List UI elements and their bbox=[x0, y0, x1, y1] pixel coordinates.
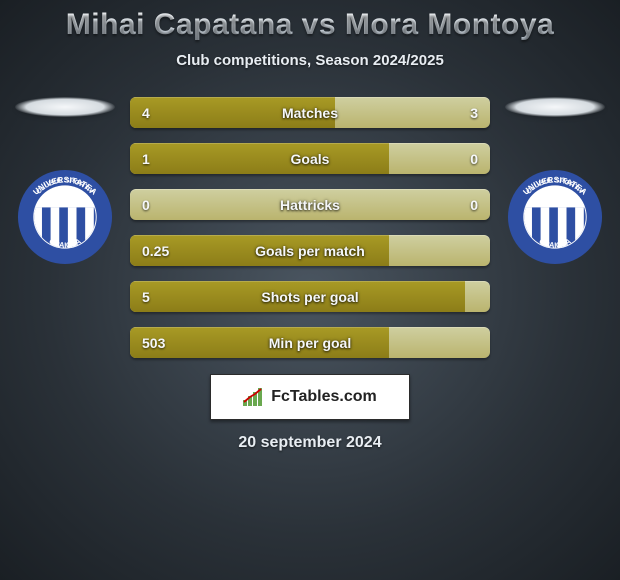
stat-value-right: 0 bbox=[470, 197, 478, 213]
right-player-column: CLUBUL SPORTIV UNIVERSITATEA CRAIOVA bbox=[500, 97, 610, 265]
stat-label: Goals bbox=[291, 151, 330, 167]
player-placeholder-left bbox=[15, 97, 115, 117]
content-container: Mihai Capatana vs Mora Montoya Club comp… bbox=[0, 0, 620, 580]
stat-value-left: 4 bbox=[142, 105, 150, 121]
club-badge-left: CLUBUL SPORTIV UNIVERSITATEA CRAIOVA bbox=[17, 169, 113, 265]
club-badge-right: CLUBUL SPORTIV UNIVERSITATEA CRAIOVA bbox=[507, 169, 603, 265]
stat-value-left: 503 bbox=[142, 335, 165, 351]
page-subtitle: Club competitions, Season 2024/2025 bbox=[176, 52, 444, 69]
player-placeholder-right bbox=[505, 97, 605, 117]
stats-column: 4 Matches 3 1 Goals 0 0 Hattricks 0 0.25 Goals per… bbox=[130, 97, 490, 358]
stat-label: Shots per goal bbox=[261, 289, 358, 305]
main-row: CLUBUL SPORTIV UNIVERSITATEA CRAIOVA 4 Ma… bbox=[0, 97, 620, 358]
stat-value-right: 0 bbox=[470, 151, 478, 167]
stat-bar: 1 Goals 0 bbox=[130, 143, 490, 174]
stat-bar: 0.25 Goals per match bbox=[130, 235, 490, 266]
stat-bar: 0 Hattricks 0 bbox=[130, 189, 490, 220]
left-player-column: CLUBUL SPORTIV UNIVERSITATEA CRAIOVA bbox=[10, 97, 120, 265]
stat-value-right: 3 bbox=[470, 105, 478, 121]
brand-box: FcTables.com bbox=[210, 374, 410, 420]
stat-label: Matches bbox=[282, 105, 338, 121]
stat-bar: 4 Matches 3 bbox=[130, 97, 490, 128]
stat-fill bbox=[130, 143, 389, 174]
stat-value-left: 1 bbox=[142, 151, 150, 167]
club-badge-svg: CLUBUL SPORTIV UNIVERSITATEA CRAIOVA bbox=[17, 169, 113, 265]
stat-label: Hattricks bbox=[280, 197, 340, 213]
stat-bar: 5 Shots per goal bbox=[130, 281, 490, 312]
stat-label: Min per goal bbox=[269, 335, 351, 351]
date-text: 20 september 2024 bbox=[238, 434, 381, 452]
stat-label: Goals per match bbox=[255, 243, 365, 259]
stat-value-left: 0 bbox=[142, 197, 150, 213]
fctables-logo-icon bbox=[243, 388, 265, 406]
brand-text: FcTables.com bbox=[271, 388, 377, 406]
stat-value-left: 0.25 bbox=[142, 243, 169, 259]
stat-bar: 503 Min per goal bbox=[130, 327, 490, 358]
stat-value-left: 5 bbox=[142, 289, 150, 305]
page-title: Mihai Capatana vs Mora Montoya bbox=[66, 8, 554, 42]
club-badge-svg: CLUBUL SPORTIV UNIVERSITATEA CRAIOVA bbox=[507, 169, 603, 265]
